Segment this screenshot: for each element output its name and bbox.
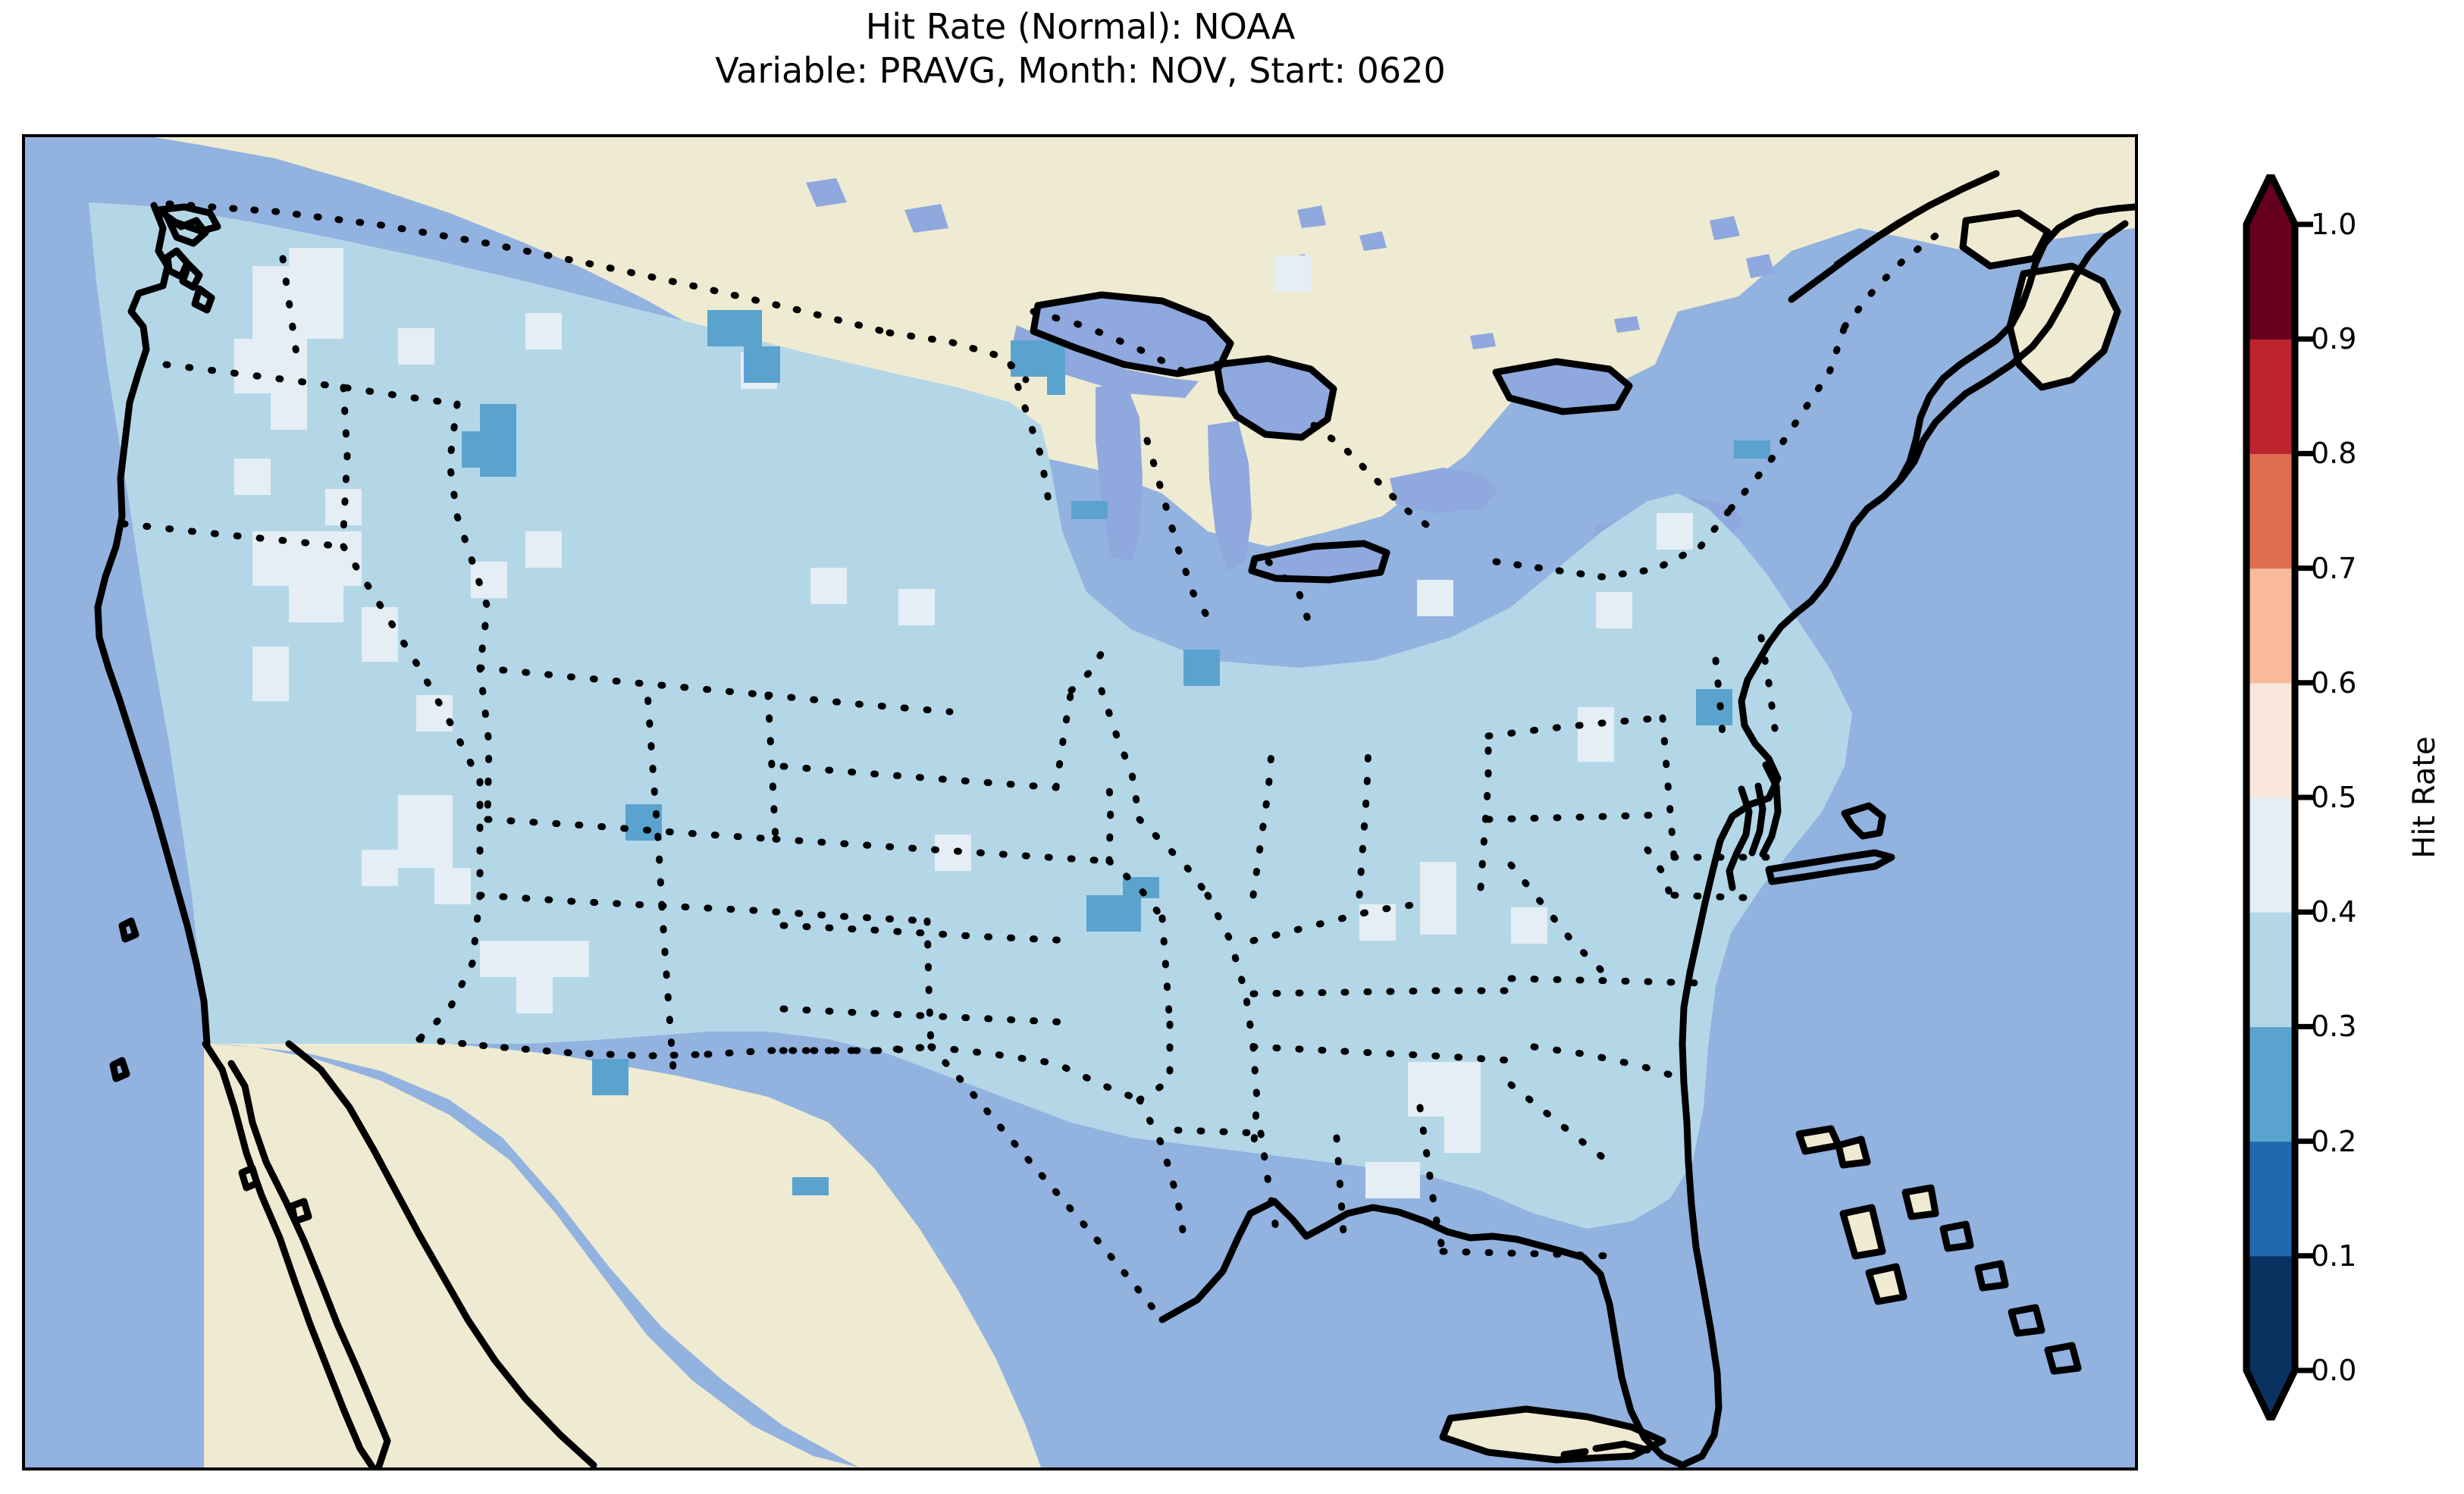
colorbar[interactable] <box>2243 174 2313 1420</box>
colorbar-tick-label-0: 0.0 <box>2311 1354 2357 1387</box>
title-line-2: Variable: PRAVG, Month: NOV, Start: 0620 <box>715 50 1446 91</box>
colorbar-tick-label-3: 0.3 <box>2311 1010 2357 1044</box>
colorbar-band-1 <box>2246 1141 2295 1257</box>
state-borders <box>120 200 1939 1323</box>
data-grid-cells <box>89 202 1852 1229</box>
colorbar-tick-label-1: 0.1 <box>2311 1239 2357 1273</box>
map-axes[interactable] <box>22 134 2138 1471</box>
colorbar-band-6 <box>2246 568 2295 684</box>
colorbar-tick-label-4: 0.4 <box>2311 895 2357 929</box>
colorbar-swatches <box>2243 174 2313 1420</box>
figure-title: Hit Rate (Normal): NOAA Variable: PRAVG,… <box>0 5 2161 92</box>
colorbar-band-9 <box>2246 224 2295 340</box>
colorbar-band-2 <box>2246 1026 2295 1142</box>
colorbar-band-0 <box>2246 1255 2295 1371</box>
colorbar-tick-labels: 0.0 0.1 0.2 0.3 0.4 0.5 0.6 0.7 0.8 0.9 1.0 <box>2311 208 2425 1387</box>
coastlines <box>94 170 2135 1467</box>
colorbar-band-7 <box>2246 453 2295 569</box>
colorbar-tick-label-9: 0.9 <box>2311 322 2357 356</box>
colorbar-band-5 <box>2246 682 2295 798</box>
colorbar-band-8 <box>2246 339 2295 454</box>
colorbar-tick-label-6: 0.6 <box>2311 666 2357 700</box>
colorbar-extend-max <box>2246 174 2295 224</box>
colorbar-axis-label: Hit Rate <box>2407 736 2442 859</box>
colorbar-extend-min <box>2246 1370 2295 1420</box>
colorbar-band-3 <box>2246 912 2295 1027</box>
colorbar-tick-label-7: 0.7 <box>2311 551 2357 585</box>
colorbar-tick-label-2: 0.2 <box>2311 1124 2357 1158</box>
colorbar-tick-label-8: 0.8 <box>2311 437 2357 471</box>
colorbar-tick-label-10: 1.0 <box>2311 208 2357 241</box>
colorbar-band-4 <box>2246 797 2295 913</box>
choropleth-map <box>25 137 2135 1467</box>
title-line-1: Hit Rate (Normal): NOAA <box>865 6 1296 47</box>
colorbar-tick-label-5: 0.5 <box>2311 781 2357 814</box>
